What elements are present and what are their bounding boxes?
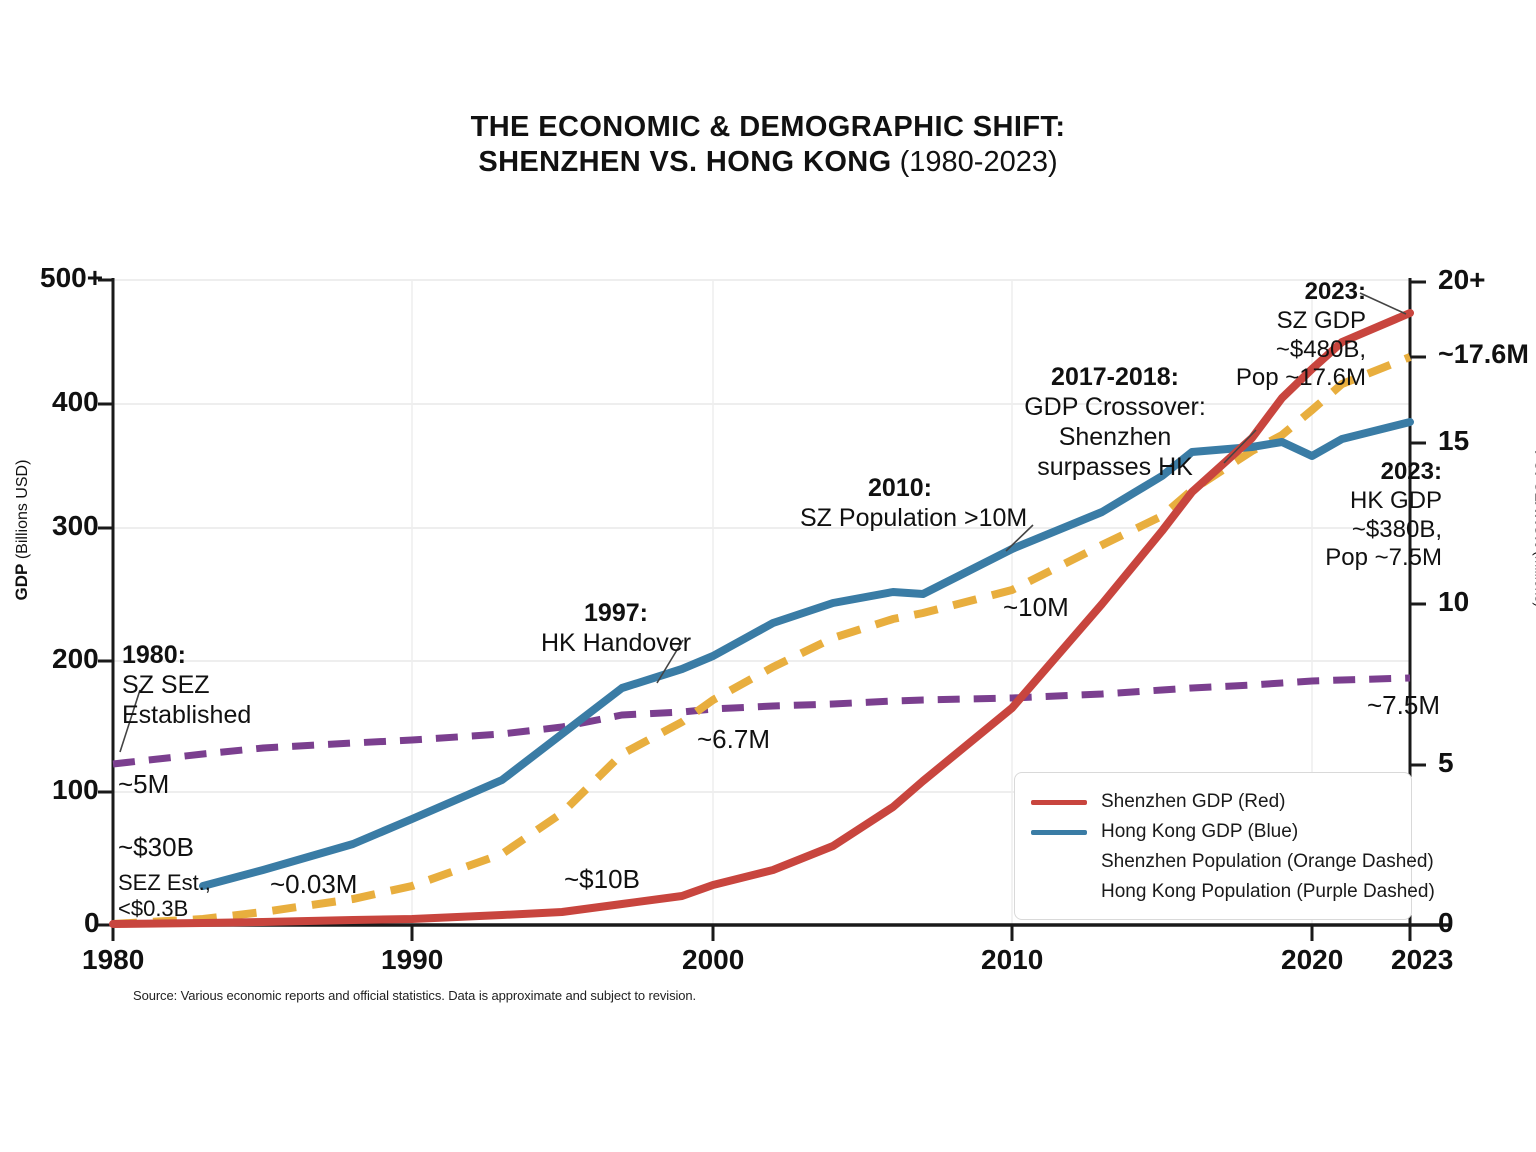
page-title-subject: SHENZHEN VS. HONG KONG [478,146,892,179]
annotation-2023-shenzhen-body: SZ GDP ~$480B, Pop ~17.6M [1235,306,1366,392]
annotation-1997: 1997: HK Handover [521,598,711,658]
annotation-2023-hongkong: 2023: HK GDP ~$380B, Pop ~7.5M [1262,458,1442,573]
annotation-1980-body: SZ SEZ Established [122,671,252,729]
leader-1997 [656,639,684,684]
x-tick-2023: 2023 [1391,944,1454,975]
annotation-sz-pop-10m-body: ~10M [1003,592,1069,622]
page-title-line-2: SHENZHEN VS. HONG KONG (1980-2023) [0,145,1536,180]
annotation-sz-pop-003m-body: ~0.03M [270,869,358,899]
legend-label-shenzhen-population: Shenzhen Population (Orange Dashed) [1101,851,1434,872]
legend-label-shenzhen-gdp: Shenzhen GDP (Red) [1101,791,1286,812]
x-tick-2000: 2000 [682,944,745,975]
y-axis-right-title: POPULATION (Millions) [1532,414,1536,644]
y-left-tick-500: 500+ [40,262,104,293]
annotation-sz-pop-003m: ~0.03M [270,869,357,900]
legend-swatch-hongkong-gdp [1031,829,1087,835]
y-axis-right-title-unit: (Millions) [1532,551,1536,608]
annotation-2010-body: SZ Population >10M [800,504,1028,532]
page-title-years: (1980-2023) [891,146,1058,179]
ticks-right [1410,280,1426,927]
legend-item-shenzhen-gdp[interactable]: Shenzhen GDP (Red) [1031,787,1395,817]
annotation-hk-pop-75m-body: ~7.5M [1367,690,1440,720]
y-left-tick-200: 200 [52,643,99,674]
y-right-tick-0: 0 [1438,907,1454,938]
y-left-tick-400: 400 [52,386,99,417]
annotation-hk-gdp-30b-body: ~$30B [118,832,194,862]
legend-swatch-shenzhen-gdp [1031,799,1087,805]
y-left-tick-300: 300 [52,510,99,541]
y-left-tick-0: 0 [84,907,100,938]
legend-label-hongkong-population: Hong Kong Population (Purple Dashed) [1101,881,1435,902]
annotation-1997-body: HK Handover [540,629,692,657]
x-tick-1990: 1990 [381,944,444,975]
series-hk-gdp [199,418,1414,890]
series-sz-population [112,353,1412,928]
series-hk-population [112,674,1411,768]
annotation-hk-pop-67m-body: ~6.7M [697,724,770,754]
annotation-hk-pop-5m: ~5M [118,769,169,800]
legend-item-hongkong-population[interactable]: Hong Kong Population (Purple Dashed) [1031,877,1435,907]
annotation-sz-gdp-10b-body: ~$10B [564,864,640,894]
annotation-2017-2018: 2017-2018: GDP Crossover: Shenzhen surpa… [1000,362,1230,482]
y-axis-left-title: GDP (Billions USD) [12,440,32,620]
annotation-2023-shenzhen-head: 2023: [1304,278,1366,305]
annotation-sz-sez-value: SEZ Est., <$0.3B [118,870,211,923]
series-sz-gdp [109,309,1414,928]
legend-item-hongkong-gdp[interactable]: Hong Kong GDP (Blue) [1031,817,1395,847]
annotation-hk-pop-67m: ~6.7M [697,724,770,755]
y-right-tick-17-6: ~17.6M [1438,339,1529,369]
leader-2023sz [1359,292,1407,315]
y-axis-right-title-bold: POPULATION [1531,449,1536,548]
annotation-2023-shenzhen: 2023: SZ GDP ~$480B, Pop ~17.6M [1196,278,1366,393]
x-tick-2020: 2020 [1281,944,1344,975]
y-left-tick-100: 100 [52,774,99,805]
annotation-hk-gdp-30b: ~$30B [118,832,194,863]
annotation-sz-pop-10m: ~10M [1003,592,1069,623]
legend-label-hongkong-gdp: Hong Kong GDP (Blue) [1101,821,1299,842]
y-right-tick-5: 5 [1438,747,1454,778]
leader-2010 [1005,524,1034,552]
legend-swatch-hongkong-population [1031,889,1087,895]
annotation-2010: 2010: SZ Population >10M [800,473,1028,533]
y-right-tick-15: 15 [1438,425,1470,456]
chart-title-block: THE ECONOMIC & DEMOGRAPHIC SHIFT: SHENZH… [0,110,1536,181]
annotation-sz-sez-value-body: SEZ Est., <$0.3B [118,870,211,922]
x-tick-2010: 2010 [981,944,1044,975]
annotation-hk-pop-5m-body: ~5M [118,769,170,799]
annotation-1997-head: 1997: [584,599,648,627]
annotation-hk-pop-75m: ~7.5M [1367,690,1440,721]
annotation-sz-gdp-10b: ~$10B [564,864,640,895]
annotation-2017-2018-head: 2017-2018: [1051,363,1179,391]
x-tick-1980: 1980 [82,944,145,975]
page-title-line-1: THE ECONOMIC & DEMOGRAPHIC SHIFT: [470,111,1066,143]
annotation-1980-head: 1980: [122,641,186,669]
leader-2017 [1223,429,1257,464]
annotation-2023-hongkong-head: 2023: [1380,458,1442,485]
y-right-tick-10: 10 [1438,586,1470,617]
leader-1980 [119,689,141,753]
legend-swatch-shenzhen-population [1031,859,1087,865]
y-axis-left-title-bold: GDP [12,563,31,601]
chart-legend: Shenzhen GDP (Red) Hong Kong GDP (Blue) … [1014,772,1435,920]
source-note: Source: Various economic reports and off… [133,988,697,1003]
ticks-bottom [111,925,1412,941]
annotation-leaders [119,292,1407,753]
legend-item-shenzhen-population[interactable]: Shenzhen Population (Orange Dashed) [1031,847,1434,877]
annotation-2023-hongkong-body: HK GDP ~$380B, Pop ~7.5M [1325,486,1442,572]
annotation-2017-2018-body: GDP Crossover: Shenzhen surpasses HK [1024,393,1206,481]
annotation-1980: 1980: SZ SEZ Established [122,640,251,730]
y-right-tick-20: 20+ [1438,264,1486,295]
annotation-2010-head: 2010: [868,474,932,502]
ticks-left [98,278,113,927]
y-axis-left-title-unit: (Billions USD) [14,459,31,564]
